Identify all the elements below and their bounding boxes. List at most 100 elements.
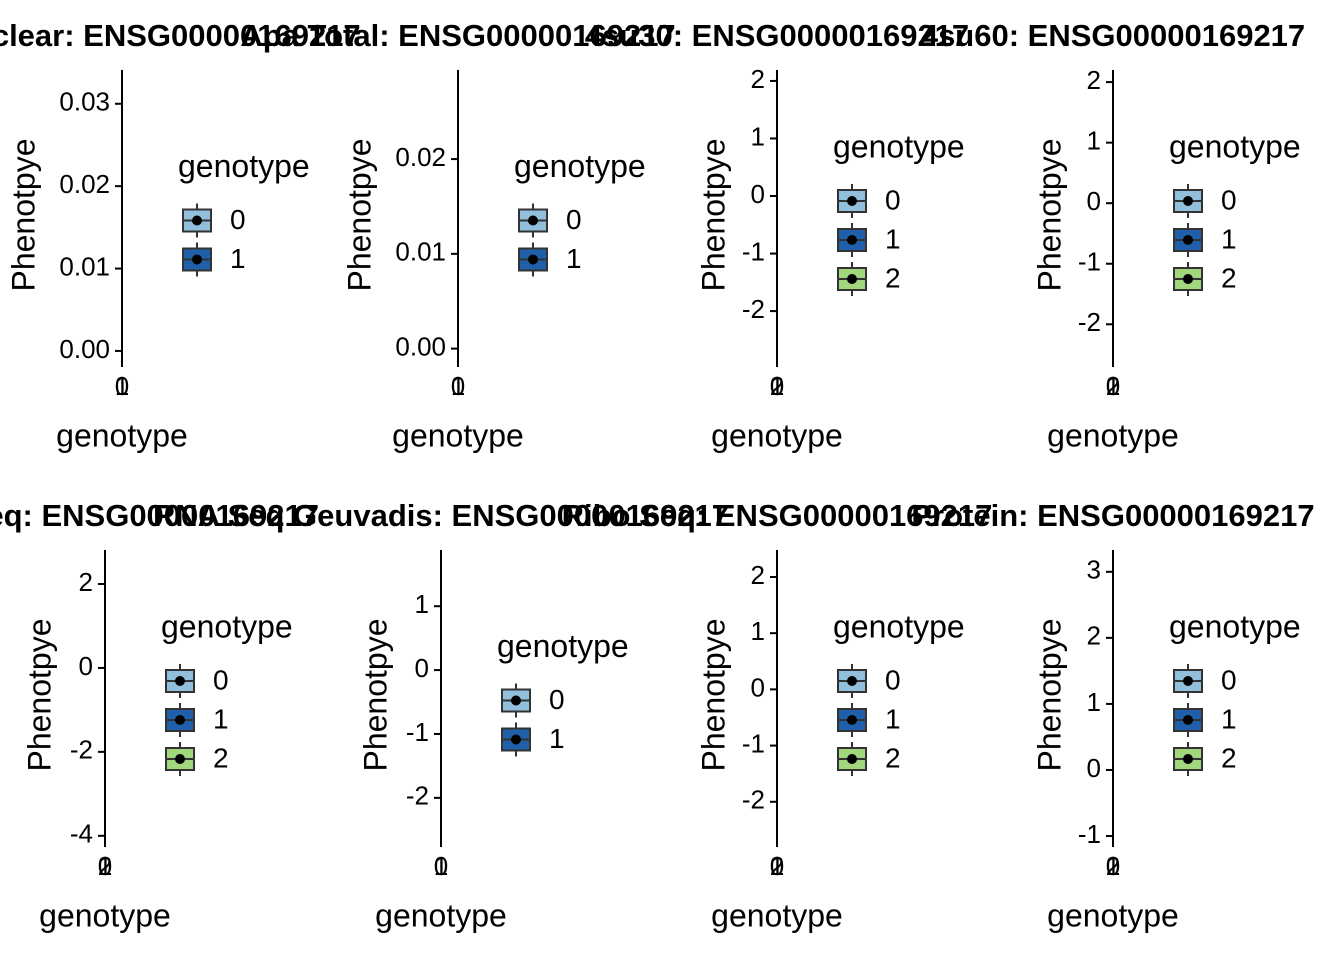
x-tick-label: 0 — [98, 851, 112, 881]
legend-dot — [175, 715, 185, 725]
legend-title: genotype — [497, 628, 629, 664]
x-tick-label: 0 — [451, 371, 465, 401]
legend-dot — [528, 215, 538, 226]
legend-title: genotype — [161, 608, 293, 644]
x-tick-label: 2 — [770, 851, 784, 881]
legend-dot — [528, 254, 538, 265]
legend-label: 2 — [1221, 262, 1237, 293]
legend-dot — [1183, 754, 1193, 764]
x-tick-label: 2 — [770, 371, 784, 401]
legend-dot — [847, 235, 857, 245]
x-tick-label: 1 — [770, 371, 784, 401]
legend-label: 0 — [1221, 184, 1237, 215]
legend-label: 1 — [1221, 703, 1237, 734]
y-tick-label: -1 — [1078, 819, 1101, 849]
x-tick-label: 1 — [434, 851, 448, 881]
y-axis-label: Phenotpye — [341, 138, 377, 291]
legend-label: 2 — [213, 742, 229, 773]
legend-label: 0 — [566, 204, 582, 235]
y-tick-label: -1 — [1078, 247, 1101, 277]
x-tick-label: 1 — [115, 371, 129, 401]
legend-key — [837, 223, 867, 257]
legend-key — [165, 703, 195, 737]
legend-key — [182, 203, 212, 238]
y-axis-label: Phenotpye — [21, 618, 57, 771]
y-axis-label: Phenotpye — [1031, 138, 1067, 291]
legend-key — [837, 703, 867, 737]
chart-title: Apa Total: ENSG00000169217 — [240, 18, 675, 53]
x-axis-label: genotype — [711, 897, 843, 933]
legend-key — [837, 664, 867, 698]
legend-dot — [1183, 676, 1193, 686]
legend-title: genotype — [1169, 608, 1301, 644]
legend-label: 1 — [885, 223, 901, 254]
x-axis-label: genotype — [711, 417, 843, 453]
x-tick-label: 1 — [451, 371, 465, 401]
legend-key — [1173, 223, 1203, 257]
legend-dot — [1183, 235, 1193, 245]
legend-dot — [847, 676, 857, 686]
legend-dot — [511, 695, 521, 706]
legend-title: genotype — [833, 608, 965, 644]
y-tick-label: 3 — [1087, 555, 1101, 585]
x-tick-label: 0 — [770, 851, 784, 881]
legend-label: 1 — [230, 243, 246, 274]
legend-title: genotype — [178, 148, 310, 184]
y-axis-label: Phenotpye — [695, 138, 731, 291]
legend-key — [1173, 184, 1203, 218]
y-axis-label: Phenotpye — [357, 618, 393, 771]
x-tick-label: 1 — [98, 851, 112, 881]
chart-title: 4su60: ENSG00000169217 — [921, 18, 1305, 53]
y-tick-label: 2 — [1087, 621, 1101, 651]
y-tick-label: 0.00 — [59, 334, 110, 364]
y-tick-label: 0.03 — [59, 87, 110, 117]
legend-label: 1 — [213, 703, 229, 734]
x-tick-label: 0 — [1106, 851, 1120, 881]
y-tick-label: 0 — [751, 672, 765, 702]
legend-label: 0 — [1221, 664, 1237, 695]
x-tick-label: 2 — [1106, 371, 1120, 401]
y-tick-label: 0.02 — [59, 169, 110, 199]
legend-dot — [175, 676, 185, 686]
legend-title: genotype — [833, 128, 965, 164]
chart-title: 4su30: ENSG00000169217 — [585, 18, 969, 53]
legend-key — [1173, 262, 1203, 296]
y-axis-label: Phenotpye — [1031, 618, 1067, 771]
legend-label: 0 — [213, 664, 229, 695]
legend-title: genotype — [514, 148, 646, 184]
legend-key — [165, 742, 195, 776]
legend-key — [165, 664, 195, 698]
legend-label: 0 — [885, 664, 901, 695]
x-axis-label: genotype — [1047, 417, 1179, 453]
legend-label: 2 — [885, 742, 901, 773]
legend-key — [1173, 664, 1203, 698]
x-axis-label: genotype — [1047, 897, 1179, 933]
y-axis-label: Phenotpye — [695, 618, 731, 771]
x-tick-label: 2 — [1106, 851, 1120, 881]
x-axis-label: genotype — [392, 417, 524, 453]
legend-key — [518, 203, 548, 238]
chart-title: Ribo Seq: ENSG00000169217 — [562, 498, 993, 533]
legend-dot — [1183, 715, 1193, 725]
legend-key — [837, 742, 867, 776]
legend-key — [837, 184, 867, 218]
y-tick-label: -1 — [742, 728, 765, 758]
y-tick-label: -2 — [70, 735, 93, 765]
y-tick-label: 0 — [415, 653, 429, 683]
legend-key — [182, 242, 212, 277]
legend-key — [501, 683, 531, 718]
legend-key — [518, 242, 548, 277]
x-axis-label: genotype — [56, 417, 188, 453]
y-tick-label: 0 — [751, 179, 765, 209]
y-tick-label: 0.01 — [395, 237, 446, 267]
y-tick-label: -4 — [70, 819, 93, 849]
x-tick-label: 2 — [98, 851, 112, 881]
x-tick-label: 1 — [1106, 851, 1120, 881]
y-axis-label: Phenotpye — [5, 138, 41, 291]
legend-dot — [847, 274, 857, 284]
legend-key — [1173, 703, 1203, 737]
y-tick-label: 0 — [1087, 186, 1101, 216]
legend-dot — [175, 754, 185, 764]
y-tick-label: 0 — [79, 651, 93, 681]
legend-key — [501, 722, 531, 757]
